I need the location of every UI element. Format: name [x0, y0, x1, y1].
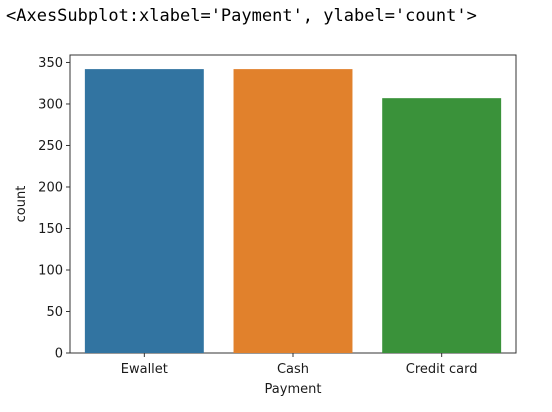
- y-tick-label: 150: [38, 222, 63, 237]
- bar-ewallet: [84, 69, 204, 353]
- y-tick-label: 200: [38, 180, 63, 195]
- y-tick-label: 300: [38, 97, 63, 112]
- bar-credit-card: [382, 98, 502, 354]
- x-tick-label: Ewallet: [121, 362, 168, 377]
- x-tick-label: Cash: [277, 362, 309, 377]
- y-axis-label: count: [14, 186, 29, 223]
- y-tick-label: 350: [38, 56, 63, 71]
- x-tick-label: Credit card: [406, 362, 478, 377]
- output-repr-text: <AxesSubplot:xlabel='Payment', ylabel='c…: [6, 6, 477, 26]
- bar-cash: [233, 69, 353, 353]
- x-axis-label: Payment: [265, 382, 322, 397]
- y-tick-label: 0: [55, 347, 63, 362]
- y-tick-label: 50: [46, 305, 63, 320]
- y-tick-label: 100: [38, 263, 63, 278]
- y-tick-label: 250: [38, 139, 63, 154]
